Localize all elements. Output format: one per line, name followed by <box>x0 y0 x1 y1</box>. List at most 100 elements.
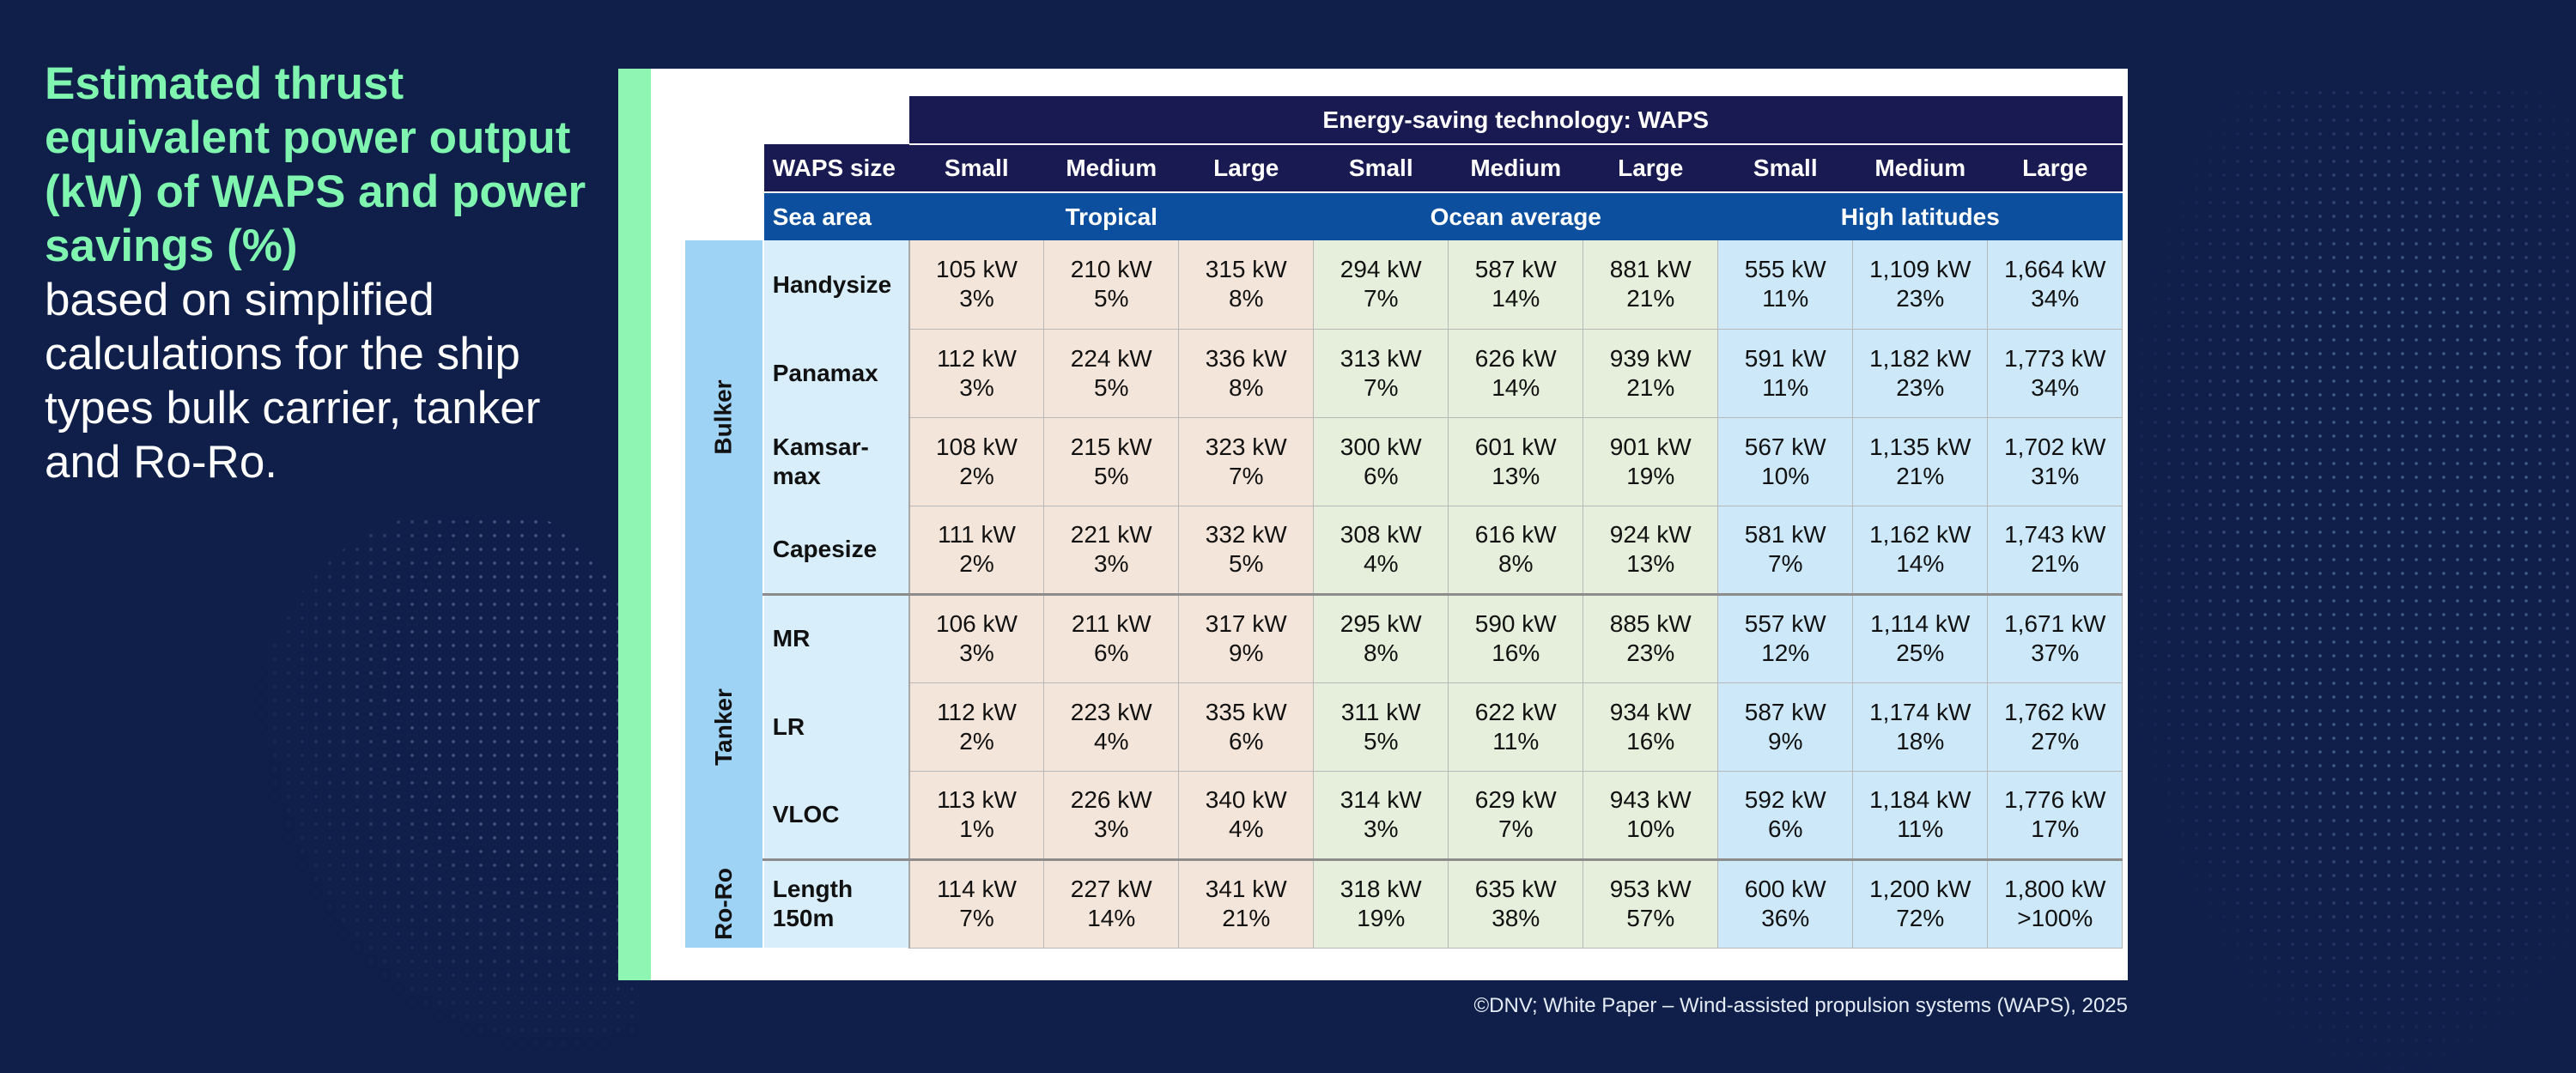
power-output-value: 114 kW <box>937 876 1017 902</box>
table-cell: 106 kW 3% <box>908 594 1045 683</box>
power-output-value: 113 kW <box>937 786 1017 813</box>
power-output-value: 105 kW <box>936 256 1018 283</box>
power-saving-value: 23% <box>1626 640 1675 666</box>
power-saving-value: 7% <box>1364 285 1399 312</box>
power-saving-value: >100% <box>2017 905 2093 931</box>
table-cell: 901 kW 19% <box>1583 417 1719 506</box>
power-saving-value: 3% <box>959 285 994 312</box>
table-cell: 587 kW 14% <box>1448 240 1584 330</box>
power-saving-value: 38% <box>1492 905 1540 931</box>
power-output-value: 1,671 kW <box>2004 610 2106 637</box>
ship-group-label: Tanker <box>685 594 764 859</box>
power-output-value: 901 kW <box>1609 433 1692 460</box>
sea-area-tropical: Tropical <box>908 192 1314 240</box>
power-output-value: 622 kW <box>1474 698 1557 725</box>
ship-type-label: Handysize <box>762 240 910 329</box>
size-header: Small <box>1717 144 1853 193</box>
power-saving-value: 10% <box>1626 815 1675 842</box>
power-output-value: 314 kW <box>1340 786 1422 813</box>
table-cell: 112 kW 3% <box>908 329 1045 418</box>
ship-type-label: LR <box>762 682 910 771</box>
power-saving-value: 34% <box>2031 285 2080 312</box>
size-header-label: WAPS size <box>762 144 909 193</box>
table-cell: 114 kW 7% <box>908 859 1045 949</box>
power-output-value: 1,114 kW <box>1870 610 1971 637</box>
table-cell: 340 kW 4% <box>1178 771 1315 861</box>
power-saving-value: 1% <box>959 815 994 842</box>
power-saving-value: 14% <box>1492 285 1540 312</box>
table-cell: 1,800 kW >100% <box>1987 859 2123 949</box>
table-cell: 616 kW 8% <box>1448 506 1584 596</box>
power-output-value: 1,182 kW <box>1869 344 1971 372</box>
power-saving-value: 7% <box>1768 550 1803 577</box>
power-output-value: 315 kW <box>1205 256 1287 283</box>
power-saving-value: 6% <box>1364 462 1399 489</box>
power-output-value: 616 kW <box>1474 521 1557 548</box>
size-header: Small <box>908 144 1044 193</box>
power-saving-value: 3% <box>959 373 994 401</box>
power-saving-value: 7% <box>1364 373 1399 401</box>
power-saving-value: 4% <box>1229 815 1264 842</box>
power-output-value: 300 kW <box>1340 433 1422 460</box>
power-output-value: 317 kW <box>1205 610 1287 637</box>
table-cell: 1,776 kW 17% <box>1987 771 2123 861</box>
power-output-value: 590 kW <box>1474 610 1557 637</box>
table-cell: 335 kW 6% <box>1178 682 1315 772</box>
power-output-value: 335 kW <box>1205 698 1287 725</box>
table-cell: 635 kW 38% <box>1448 859 1584 949</box>
power-output-value: 112 kW <box>937 344 1017 372</box>
power-saving-value: 14% <box>1896 550 1945 577</box>
power-saving-value: 12% <box>1761 640 1810 666</box>
power-saving-value: 8% <box>1229 285 1264 312</box>
power-output-value: 294 kW <box>1340 256 1422 283</box>
table-cell: 341 kW 21% <box>1178 859 1315 949</box>
ship-group-name: Bulker <box>709 379 737 455</box>
table-cell: 300 kW 6% <box>1313 417 1449 506</box>
table-cell: 227 kW 14% <box>1043 859 1180 949</box>
power-saving-value: 72% <box>1896 905 1945 931</box>
table-cell: 881 kW 21% <box>1583 240 1719 330</box>
power-saving-value: 3% <box>959 640 994 666</box>
size-header: Large <box>1178 144 1314 193</box>
power-output-value: 1,200 kW <box>1869 876 1971 902</box>
power-saving-value: 6% <box>1229 727 1264 755</box>
source-citation: ©DNV; White Paper – Wind-assisted propul… <box>1473 994 2128 1017</box>
power-output-value: 934 kW <box>1609 698 1692 725</box>
power-output-value: 323 kW <box>1205 433 1287 460</box>
table-cell: 1,743 kW 21% <box>1987 506 2123 596</box>
power-saving-value: 19% <box>1626 462 1675 489</box>
power-output-value: 601 kW <box>1474 433 1557 460</box>
power-saving-value: 4% <box>1364 550 1399 577</box>
power-saving-value: 13% <box>1626 550 1675 577</box>
power-saving-value: 31% <box>2031 462 2080 489</box>
table-cell: 105 kW 3% <box>908 240 1045 330</box>
table-panel: Energy-saving technology: WAPS WAPS size… <box>618 69 2128 980</box>
power-saving-value: 13% <box>1492 462 1540 489</box>
power-output-value: 629 kW <box>1474 786 1557 813</box>
power-saving-value: 23% <box>1896 373 1945 401</box>
table-cell: 934 kW 16% <box>1583 682 1719 772</box>
table-cell: 224 kW 5% <box>1043 329 1180 418</box>
table-cell: 332 kW 5% <box>1178 506 1315 596</box>
table-cell: 953 kW 57% <box>1583 859 1719 949</box>
table-cell: 295 kW 8% <box>1313 594 1449 683</box>
table-cell: 1,773 kW 34% <box>1987 329 2123 418</box>
power-output-value: 881 kW <box>1609 256 1692 283</box>
power-output-value: 557 kW <box>1744 610 1826 637</box>
table-cell: 622 kW 11% <box>1448 682 1584 772</box>
power-output-value: 226 kW <box>1070 786 1152 813</box>
power-saving-value: 5% <box>1229 550 1264 577</box>
table-cell: 294 kW 7% <box>1313 240 1449 330</box>
table-row: VLOC 113 kW 1% 226 kW 3% 340 kW 4% 314 kW 3% 629 … <box>685 771 2123 861</box>
waps-table: Energy-saving technology: WAPS WAPS size… <box>685 96 2123 949</box>
power-output-value: 1,743 kW <box>2004 521 2106 548</box>
ship-type-label: Length 150m <box>762 859 910 948</box>
power-saving-value: 8% <box>1229 373 1264 401</box>
power-saving-value: 5% <box>1364 727 1399 755</box>
power-output-value: 336 kW <box>1205 344 1287 372</box>
table-cell: 1,182 kW 23% <box>1852 329 1989 418</box>
power-output-value: 106 kW <box>936 610 1018 637</box>
power-output-value: 1,776 kW <box>2004 786 2106 813</box>
power-output-value: 939 kW <box>1609 344 1692 372</box>
table-cell: 223 kW 4% <box>1043 682 1180 772</box>
